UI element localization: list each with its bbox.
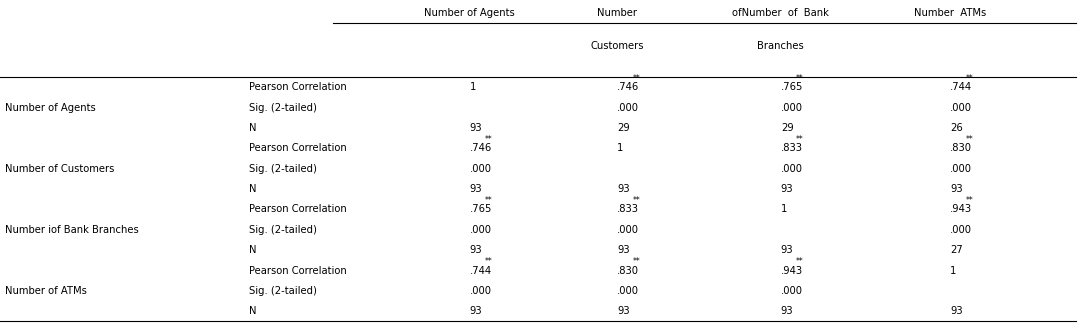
Text: **: ** xyxy=(632,257,640,266)
Text: .833: .833 xyxy=(781,143,803,154)
Text: Sig. (2-tailed): Sig. (2-tailed) xyxy=(249,103,317,113)
Text: 1: 1 xyxy=(781,204,787,215)
Text: .943: .943 xyxy=(781,266,803,276)
Text: 1: 1 xyxy=(470,82,476,92)
Text: .000: .000 xyxy=(950,164,972,174)
Text: **: ** xyxy=(965,196,973,205)
Text: Pearson Correlation: Pearson Correlation xyxy=(249,204,347,215)
Text: **: ** xyxy=(796,257,804,266)
Text: Number of Agents: Number of Agents xyxy=(5,103,96,113)
Text: **: ** xyxy=(632,196,640,205)
Text: Pearson Correlation: Pearson Correlation xyxy=(249,82,347,92)
Text: Number: Number xyxy=(597,8,637,18)
Text: Number of ATMs: Number of ATMs xyxy=(5,286,87,296)
Text: .000: .000 xyxy=(470,164,491,174)
Text: **: ** xyxy=(485,196,492,205)
Text: N: N xyxy=(249,123,257,133)
Text: .765: .765 xyxy=(781,82,803,92)
Text: Sig. (2-tailed): Sig. (2-tailed) xyxy=(249,286,317,296)
Text: 1: 1 xyxy=(617,143,624,154)
Text: .744: .744 xyxy=(950,82,972,92)
Text: 1: 1 xyxy=(950,266,957,276)
Text: 29: 29 xyxy=(617,123,630,133)
Text: 93: 93 xyxy=(781,245,794,255)
Text: Pearson Correlation: Pearson Correlation xyxy=(249,266,347,276)
Text: .000: .000 xyxy=(470,225,491,235)
Text: Number iof Bank Branches: Number iof Bank Branches xyxy=(5,225,139,235)
Text: Sig. (2-tailed): Sig. (2-tailed) xyxy=(249,225,317,235)
Text: .000: .000 xyxy=(950,103,972,113)
Text: .000: .000 xyxy=(617,103,639,113)
Text: ofNumber  of  Bank: ofNumber of Bank xyxy=(733,8,829,18)
Text: Customers: Customers xyxy=(591,41,643,51)
Text: **: ** xyxy=(796,73,804,83)
Text: .000: .000 xyxy=(617,286,639,296)
Text: 93: 93 xyxy=(950,184,963,194)
Text: 26: 26 xyxy=(950,123,963,133)
Text: Sig. (2-tailed): Sig. (2-tailed) xyxy=(249,164,317,174)
Text: Pearson Correlation: Pearson Correlation xyxy=(249,143,347,154)
Text: .744: .744 xyxy=(470,266,491,276)
Text: **: ** xyxy=(485,257,492,266)
Text: .000: .000 xyxy=(781,164,803,174)
Text: .833: .833 xyxy=(617,204,639,215)
Text: 93: 93 xyxy=(950,306,963,316)
Text: **: ** xyxy=(796,135,804,144)
Text: .000: .000 xyxy=(781,286,803,296)
Text: N: N xyxy=(249,245,257,255)
Text: **: ** xyxy=(485,135,492,144)
Text: .830: .830 xyxy=(950,143,972,154)
Text: .000: .000 xyxy=(470,286,491,296)
Text: 93: 93 xyxy=(470,306,483,316)
Text: **: ** xyxy=(965,73,973,83)
Text: .746: .746 xyxy=(470,143,491,154)
Text: Branches: Branches xyxy=(758,41,804,51)
Text: 93: 93 xyxy=(781,184,794,194)
Text: 29: 29 xyxy=(781,123,794,133)
Text: .000: .000 xyxy=(617,225,639,235)
Text: .830: .830 xyxy=(617,266,639,276)
Text: 93: 93 xyxy=(470,184,483,194)
Text: 93: 93 xyxy=(781,306,794,316)
Text: N: N xyxy=(249,306,257,316)
Text: **: ** xyxy=(965,135,973,144)
Text: 93: 93 xyxy=(617,245,630,255)
Text: Number  ATMs: Number ATMs xyxy=(914,8,986,18)
Text: .746: .746 xyxy=(617,82,639,92)
Text: .000: .000 xyxy=(950,225,972,235)
Text: .943: .943 xyxy=(950,204,972,215)
Text: Number of Customers: Number of Customers xyxy=(5,164,115,174)
Text: 93: 93 xyxy=(470,245,483,255)
Text: .000: .000 xyxy=(781,103,803,113)
Text: **: ** xyxy=(632,73,640,83)
Text: 27: 27 xyxy=(950,245,963,255)
Text: 93: 93 xyxy=(617,306,630,316)
Text: 93: 93 xyxy=(470,123,483,133)
Text: .765: .765 xyxy=(470,204,491,215)
Text: Number of Agents: Number of Agents xyxy=(424,8,515,18)
Text: 93: 93 xyxy=(617,184,630,194)
Text: N: N xyxy=(249,184,257,194)
